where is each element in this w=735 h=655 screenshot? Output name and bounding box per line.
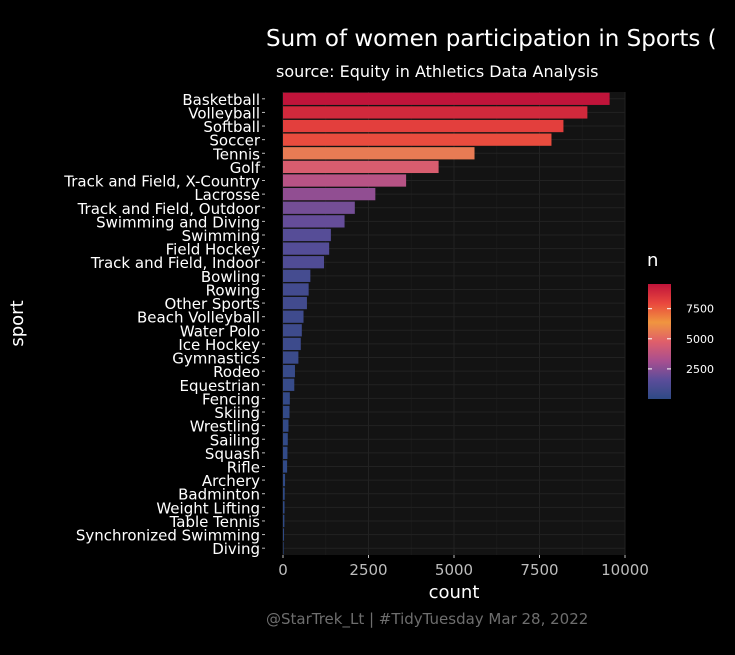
bar	[283, 256, 325, 269]
y-tick-label: Archery	[202, 472, 260, 490]
legend-colorbar	[648, 284, 671, 399]
y-tick-label: Other Sports	[165, 295, 261, 313]
y-tick-label: Diving	[212, 540, 260, 558]
bar	[283, 473, 286, 487]
bar	[283, 283, 309, 296]
y-tick-label: Bowling	[201, 268, 260, 286]
bar	[283, 310, 304, 323]
x-axis-title: count	[429, 582, 480, 603]
bar	[283, 92, 610, 105]
bar	[283, 174, 407, 187]
bar	[283, 242, 330, 255]
x-tick-label: 2500	[349, 561, 387, 579]
y-tick-label: Ice Hockey	[178, 336, 260, 354]
bar	[283, 405, 290, 419]
bar	[283, 433, 288, 446]
legend-title: n	[647, 250, 659, 271]
y-tick-label: Rowing	[206, 281, 260, 299]
bar	[283, 119, 564, 133]
bar	[283, 487, 285, 500]
y-tick-label: Rodeo	[213, 363, 260, 381]
y-tick-label: Synchronized Swimming	[76, 527, 260, 545]
y-tick-label: Table Tennis	[169, 513, 261, 531]
y-tick-label: Field Hockey	[166, 241, 260, 259]
y-tick-label: Swimming	[182, 227, 260, 245]
y-tick-label: Track and Field, Indoor	[90, 254, 261, 272]
bar	[283, 392, 290, 405]
bar	[283, 514, 285, 528]
bar	[283, 188, 376, 201]
bar	[283, 337, 301, 351]
y-tick-label: Swimming and Diving	[96, 213, 260, 231]
legend-tick-label: 2500	[686, 363, 714, 376]
bar	[283, 528, 285, 541]
y-tick-label: Volleyball	[188, 104, 260, 122]
bar	[283, 106, 588, 119]
bar	[283, 228, 331, 242]
y-tick-label: Fencing	[202, 390, 260, 408]
bar	[283, 160, 439, 174]
y-tick-label: Golf	[230, 159, 261, 177]
bar	[283, 378, 295, 391]
bar	[283, 351, 299, 364]
bar	[283, 269, 311, 282]
y-tick-label: Basketball	[182, 91, 260, 109]
legend-tick-label: 7500	[686, 303, 714, 316]
bar	[283, 201, 355, 214]
y-tick-label: Track and Field, X-Country	[63, 173, 260, 191]
bar	[283, 215, 345, 228]
y-tick-label: Squash	[205, 445, 260, 463]
x-tick-label: 0	[278, 561, 288, 579]
y-tick-label: Tennis	[212, 145, 260, 163]
y-tick-label: Track and Field, Outdoor	[77, 200, 261, 218]
bar	[283, 446, 288, 459]
y-tick-label: Wrestling	[190, 418, 260, 436]
y-tick-label: Skiing	[214, 404, 260, 422]
bar	[283, 296, 307, 310]
y-tick-label: Equestrian	[180, 377, 260, 395]
bar	[283, 133, 552, 146]
chart-title: Sum of women participation in Sports (	[266, 26, 717, 52]
y-tick-label: Sailing	[210, 431, 260, 449]
y-tick-label: Beach Volleyball	[137, 309, 260, 327]
y-tick-label: Softball	[203, 118, 260, 136]
legend-tick-label: 5000	[686, 333, 714, 346]
x-tick-label: 10000	[601, 561, 649, 579]
chart-caption: @StarTrek_Lt | #TidyTuesday Mar 28, 2022	[266, 610, 589, 628]
bar	[283, 324, 302, 337]
bar	[283, 147, 475, 160]
bar	[283, 365, 295, 378]
y-tick-label: Rifle	[227, 458, 260, 476]
bar	[283, 460, 288, 473]
y-axis-title: sport	[7, 300, 28, 346]
bar	[283, 419, 289, 432]
x-tick-label: 7500	[520, 561, 558, 579]
y-tick-label: Gymnastics	[172, 350, 260, 368]
y-tick-label: Badminton	[178, 486, 260, 504]
bar	[283, 501, 285, 514]
chart-subtitle: source: Equity in Athletics Data Analysi…	[276, 62, 599, 81]
y-tick-label: Soccer	[209, 132, 260, 150]
y-tick-label: Weight Lifting	[156, 499, 260, 517]
y-tick-label: Water Polo	[180, 322, 260, 340]
y-tick-label: Lacrosse	[194, 186, 260, 204]
x-tick-label: 5000	[435, 561, 473, 579]
bar	[283, 542, 284, 555]
